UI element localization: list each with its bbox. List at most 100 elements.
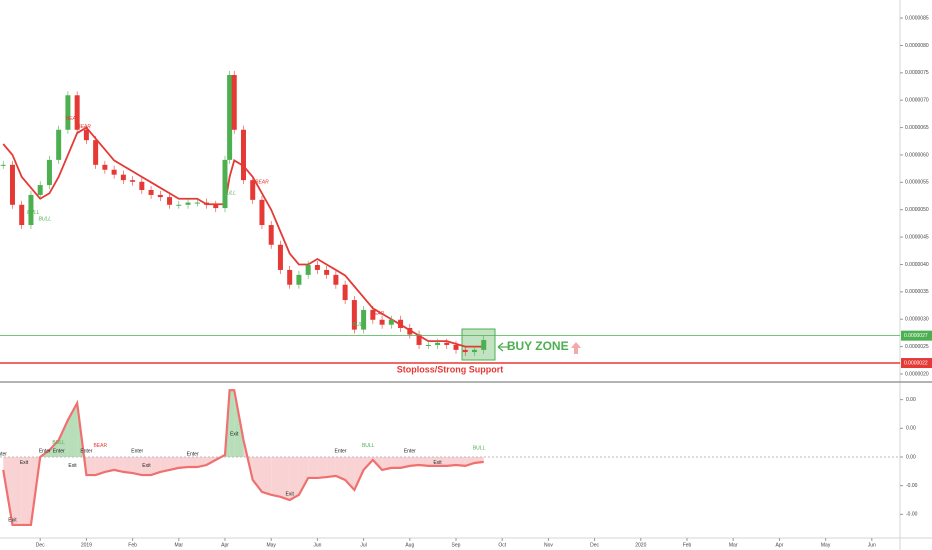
y-tick-label: 0.0000055 — [905, 180, 929, 186]
oscillator-fill — [308, 456, 318, 478]
signal-label: BEAR — [93, 443, 107, 449]
oscillator-fill — [317, 456, 327, 478]
signal-label: BULL — [223, 191, 236, 197]
oscillator-fill — [456, 456, 466, 466]
level-label: 0.0000027 — [904, 333, 928, 339]
candle — [102, 164, 108, 170]
y-tick-label: 0.0000045 — [905, 234, 929, 240]
candle — [213, 204, 219, 209]
oscillator-fill — [141, 456, 152, 476]
candle — [407, 327, 413, 335]
x-tick-label: May — [266, 542, 276, 548]
buy-zone-arrow — [497, 342, 510, 352]
oscillator-fill — [114, 456, 124, 472]
x-tick-label: Mar — [729, 542, 738, 548]
y-tick-label: 0.0000060 — [905, 152, 929, 158]
signal-label: BEAR — [77, 124, 91, 130]
candle — [361, 309, 367, 330]
oscillator-fill — [160, 456, 170, 472]
signal-label: BEAR — [255, 180, 269, 186]
candle — [287, 269, 293, 285]
candle — [111, 169, 117, 175]
oscillator-fill — [382, 456, 392, 470]
signal-label: Exit — [433, 460, 442, 466]
oscillator-fill — [409, 456, 420, 466]
candle — [471, 349, 477, 353]
signal-label: Exit — [20, 460, 29, 466]
candle — [342, 284, 348, 301]
candle — [250, 180, 256, 200]
buy-zone-box — [461, 328, 496, 361]
candle — [185, 202, 191, 205]
y-tick-label: 0.0000075 — [905, 70, 929, 76]
x-tick-label: Apr — [776, 542, 784, 548]
oscillator-fill — [104, 456, 115, 472]
candle — [148, 190, 154, 195]
oscillator-fill — [178, 456, 189, 468]
candle — [333, 274, 339, 285]
oscillator-fill — [95, 456, 105, 476]
candle — [19, 204, 25, 226]
candle — [416, 334, 422, 345]
oscillator-fill — [86, 456, 96, 476]
candle — [222, 159, 228, 209]
oscillator-fill — [151, 456, 161, 476]
candle — [204, 202, 210, 205]
y-tick-label: 0.0000070 — [905, 98, 929, 104]
signal-label: BULL — [39, 216, 52, 222]
signal-label: Exit — [230, 431, 239, 437]
oscillator-fill — [188, 456, 198, 468]
candle — [46, 159, 52, 186]
candle — [9, 164, 15, 205]
oscillator-fill — [169, 456, 179, 470]
signal-label: BULL — [362, 443, 375, 449]
candle — [227, 75, 233, 160]
x-tick-label: Sep — [452, 542, 461, 548]
signal-label: BEAR — [371, 311, 385, 317]
x-tick-label: Dec — [36, 542, 45, 548]
signal-label: Exit — [286, 492, 295, 498]
candle — [259, 199, 265, 226]
y-tick-label: 0.0000020 — [905, 371, 929, 377]
level-text: Stoploss/Strong Support — [397, 364, 504, 374]
candle — [379, 319, 385, 325]
oscillator-fill — [428, 456, 438, 466]
x-tick-label: Feb — [128, 542, 137, 548]
x-tick-label: Apr — [221, 542, 229, 548]
oscillator-fill — [271, 456, 281, 497]
candle — [83, 129, 89, 141]
candle — [444, 342, 450, 345]
oscillator-fill — [261, 456, 272, 495]
oscillator-fill — [400, 456, 410, 468]
y-tick-label: 0.0000025 — [905, 344, 929, 350]
oscillator-fill — [437, 456, 447, 466]
candle — [305, 265, 311, 275]
signal-label: BULL — [52, 440, 65, 446]
signal-label: Enter — [187, 451, 199, 457]
y-tick-label: 0.00 — [906, 426, 916, 432]
candle — [194, 202, 200, 204]
signal-label: BEAR — [66, 116, 80, 122]
candle — [324, 269, 330, 275]
candle — [453, 344, 459, 350]
candle — [176, 204, 182, 206]
signal-label: BULL — [27, 210, 40, 216]
y-tick-label: 0.0000030 — [905, 317, 929, 323]
candle — [139, 181, 145, 190]
level-label: 0.0000022 — [904, 360, 928, 366]
candle — [462, 349, 468, 353]
x-tick-label: Jun — [868, 542, 876, 548]
oscillator-fill — [391, 456, 401, 468]
signal-label: Enter — [404, 449, 416, 455]
oscillator-fill — [252, 456, 262, 492]
candle — [425, 344, 431, 346]
signal-label: Enter — [39, 449, 51, 455]
oscillator-fill — [132, 456, 142, 476]
candle — [93, 140, 99, 165]
oscillator-fill — [58, 419, 68, 457]
candle — [481, 340, 487, 350]
candle — [277, 244, 283, 270]
oscillator-fill — [123, 456, 133, 474]
x-tick-label: 2020 — [635, 542, 646, 548]
oscillator-fill — [446, 456, 457, 466]
